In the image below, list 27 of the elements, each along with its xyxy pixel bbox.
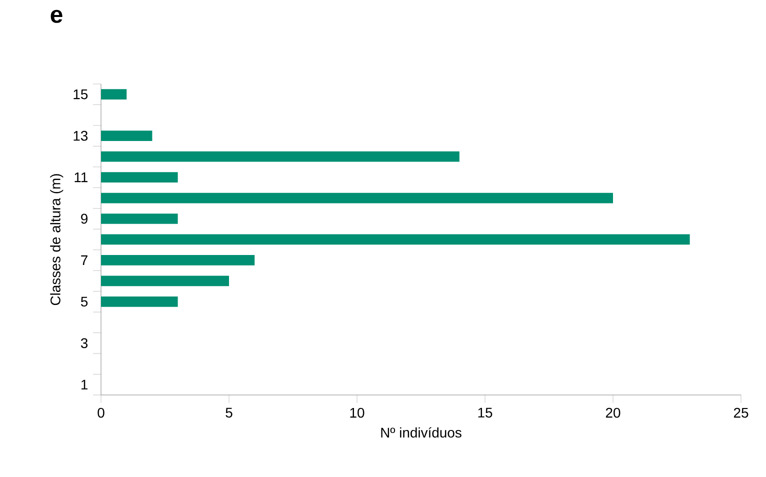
y-tick-label: 13 [74, 130, 88, 141]
y-tick-label: 15 [74, 89, 88, 100]
y-tick-label: 1 [81, 380, 88, 390]
y-axis-title: Classes de altura (m) [50, 174, 64, 306]
bar [101, 172, 178, 182]
x-tick-label: 5 [226, 408, 232, 418]
x-tick-label: 0 [98, 408, 104, 418]
y-tick-label: 11 [74, 172, 88, 182]
x-tick-label: 25 [734, 408, 748, 418]
y-tick-label: 9 [81, 214, 88, 224]
y-tick-label: 7 [81, 255, 88, 266]
x-tick-label: 15 [478, 408, 492, 418]
bar [101, 214, 178, 224]
bar [101, 151, 460, 162]
bar [101, 89, 127, 100]
bar [101, 296, 178, 307]
chart-title: e [50, 10, 62, 23]
y-tick-label: 3 [80, 338, 88, 348]
bar [101, 192, 614, 204]
bar [101, 234, 690, 245]
bar [101, 130, 152, 141]
x-tick-label: 20 [606, 408, 620, 418]
y-tick-label: 5 [80, 296, 88, 307]
bar [101, 276, 230, 286]
x-axis-title: Nº indivíduos [381, 427, 462, 438]
bar [101, 255, 255, 266]
x-tick-label: 10 [350, 408, 364, 418]
